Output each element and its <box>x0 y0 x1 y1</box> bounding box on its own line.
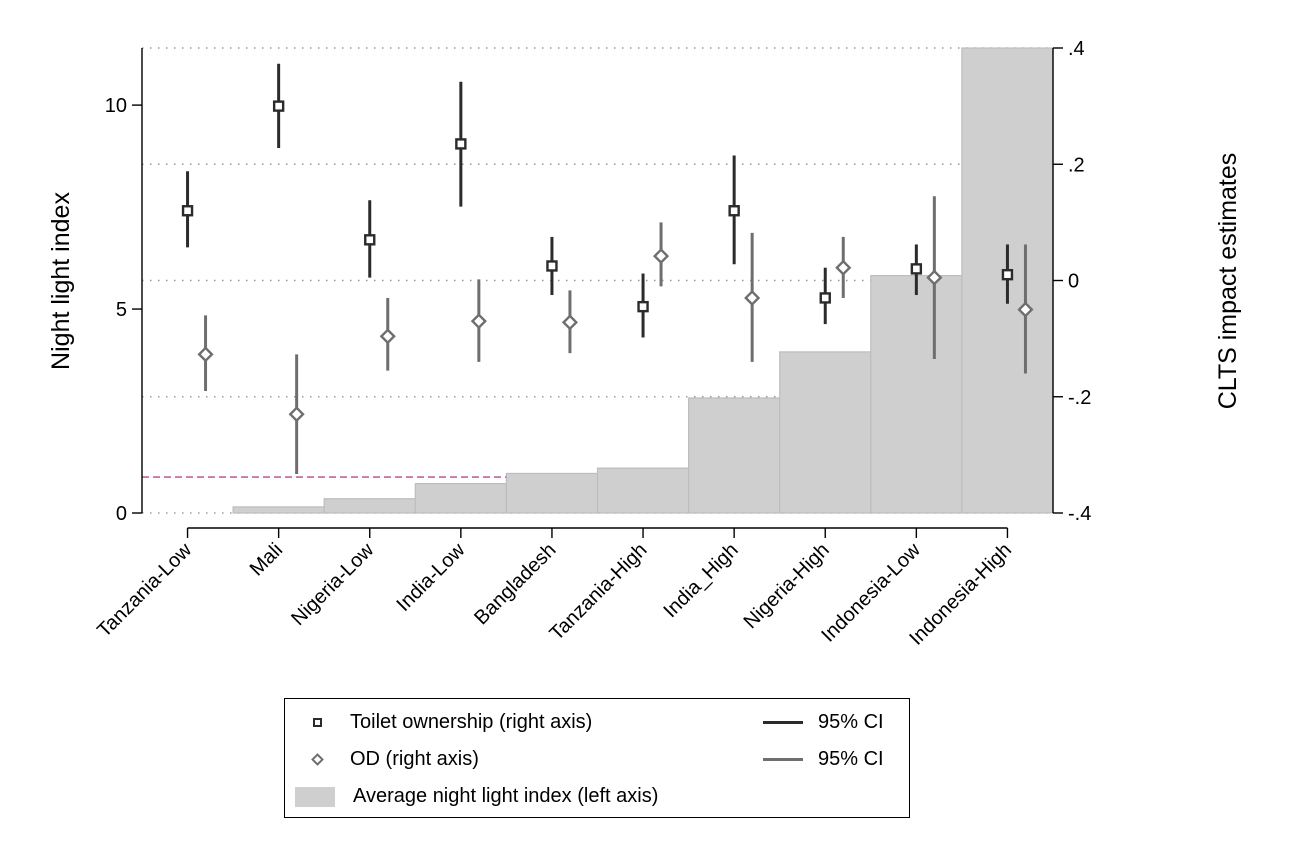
od-point <box>379 328 396 345</box>
left-axis-label: Night light index <box>47 192 75 370</box>
legend-toilet-label: Toilet ownership (right axis) <box>350 711 593 733</box>
bar-bangladesh <box>505 472 599 514</box>
square-marker-icon <box>313 718 322 727</box>
toilet-point <box>546 260 558 272</box>
legend-ci-label-2: 95% CI <box>818 748 884 770</box>
left-tick-label: 0 <box>116 503 127 525</box>
x-tick-label: Mali <box>246 539 287 580</box>
od-point <box>561 314 579 331</box>
left-tick-label: 5 <box>116 299 127 321</box>
right-tick-label: .4 <box>1068 38 1085 60</box>
bar-india-high <box>687 397 781 514</box>
legend-ci-label-1: 95% CI <box>818 711 884 733</box>
legend-item-bar: Average night light index (left axis) <box>285 785 658 808</box>
od-point <box>197 346 214 363</box>
bar-tanzania-high <box>596 467 690 514</box>
od-point <box>652 248 670 265</box>
bar-swatch-icon <box>295 786 335 807</box>
right-tick-label: .2 <box>1068 154 1085 176</box>
legend-od-label: OD (right axis) <box>350 748 479 770</box>
toilet-point <box>637 300 649 313</box>
x-tick-label: Nigeria-High <box>740 539 834 633</box>
bar-indonesia-low <box>870 275 963 514</box>
bar-mali <box>232 506 325 514</box>
right-tick-label: -.2 <box>1068 387 1091 409</box>
bar-india-low <box>414 483 507 514</box>
ci-line-gray-icon <box>763 758 803 761</box>
toilet-point <box>728 205 740 217</box>
toilet-point <box>455 138 467 150</box>
toilet-point <box>364 234 376 246</box>
legend-item-ci-2: 95% CI <box>763 748 884 771</box>
x-tick-label: India_High <box>660 539 743 622</box>
x-tick-label: Tanzania-High <box>546 539 652 645</box>
bar-nigeria-high <box>779 351 872 514</box>
toilet-point <box>910 263 923 275</box>
legend-item-toilet: Toilet ownership (right axis) <box>285 711 592 734</box>
left-tick-label: 10 <box>105 95 127 117</box>
legend: Toilet ownership (right axis) OD (right … <box>284 698 910 818</box>
legend-item-od: OD (right axis) <box>285 748 479 771</box>
points-group <box>181 63 1034 475</box>
toilet-point <box>1001 268 1014 281</box>
right-tick-label: 0 <box>1068 271 1079 293</box>
right-axis-label: CLTS impact estimates <box>1214 153 1242 410</box>
ci-line-dark-icon <box>763 721 803 724</box>
right-tick-label: -.4 <box>1068 503 1091 525</box>
bar-nigeria-low <box>323 498 416 514</box>
toilet-point <box>181 205 194 217</box>
od-point <box>288 406 305 423</box>
diamond-marker-icon <box>311 753 324 766</box>
x-tick-label: India-Low <box>393 539 470 616</box>
x-tick-label: Tanzania-Low <box>93 539 196 642</box>
x-tick-label: Bangladesh <box>470 539 560 629</box>
legend-bar-label: Average night light index (left axis) <box>353 785 659 807</box>
od-point <box>470 313 487 330</box>
x-tick-label: Nigeria-Low <box>287 539 378 630</box>
od-point <box>1017 301 1034 318</box>
toilet-point <box>272 100 285 112</box>
od-point <box>744 289 761 306</box>
legend-item-ci-1: 95% CI <box>763 711 884 734</box>
toilet-point <box>819 292 831 304</box>
od-point <box>835 259 852 276</box>
od-point <box>926 269 943 286</box>
